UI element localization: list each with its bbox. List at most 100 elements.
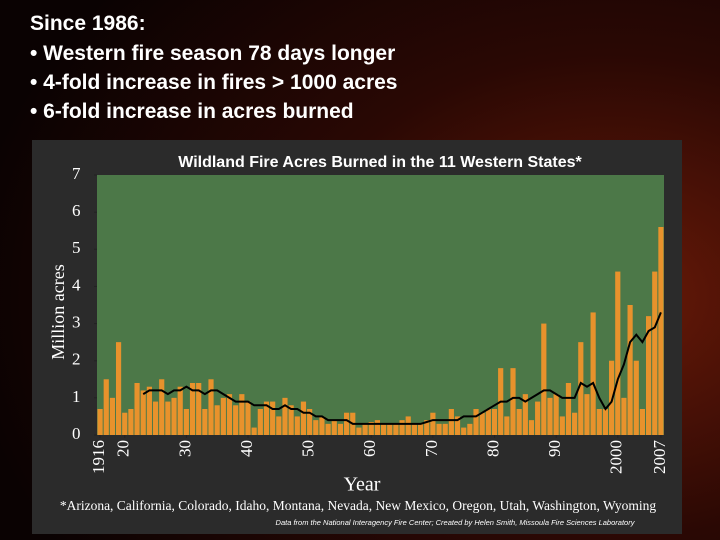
x-tick-label: 50 xyxy=(299,440,318,457)
bar xyxy=(442,423,448,435)
bar xyxy=(590,312,596,435)
bar xyxy=(214,405,220,435)
bar xyxy=(633,360,639,435)
bar xyxy=(294,416,300,435)
bar xyxy=(491,409,498,435)
bar xyxy=(128,409,134,435)
bar xyxy=(578,342,584,435)
x-tick-label: 80 xyxy=(483,440,502,457)
bar xyxy=(245,401,251,435)
bar xyxy=(448,409,454,435)
y-tick-label: 1 xyxy=(72,387,81,406)
bar xyxy=(134,383,140,435)
bar xyxy=(541,323,547,435)
bar xyxy=(220,397,226,435)
bar xyxy=(504,416,510,435)
bar xyxy=(596,409,602,435)
y-tick-label: 7 xyxy=(72,164,81,183)
bar xyxy=(380,423,387,435)
bar xyxy=(331,420,337,435)
slide-line: • Western fire season 78 days longer xyxy=(30,42,395,65)
bar xyxy=(152,401,159,435)
credit: Data from the National Interagency Fire … xyxy=(276,518,636,527)
bar xyxy=(239,394,245,435)
x-tick-label: 70 xyxy=(422,440,441,457)
bar xyxy=(646,316,652,435)
y-tick-label: 2 xyxy=(72,350,81,369)
bar xyxy=(393,423,399,435)
y-tick-label: 6 xyxy=(72,201,81,220)
bar xyxy=(436,423,442,435)
bar xyxy=(584,394,590,435)
bar xyxy=(226,394,233,435)
bar xyxy=(417,423,424,435)
bar xyxy=(159,379,165,435)
bar xyxy=(510,368,516,435)
bar xyxy=(547,397,553,435)
bar xyxy=(362,423,368,435)
chart-title: Wildland Fire Acres Burned in the 11 Wes… xyxy=(178,154,582,171)
bar xyxy=(399,420,405,435)
bar xyxy=(621,397,627,435)
y-tick-label: 0 xyxy=(72,424,81,443)
bar xyxy=(337,423,344,435)
bar xyxy=(572,412,578,435)
bar xyxy=(103,379,109,435)
bar xyxy=(177,386,183,435)
bar xyxy=(233,405,239,435)
bar xyxy=(171,397,177,435)
bar xyxy=(454,416,461,435)
bar xyxy=(424,420,430,435)
bar xyxy=(189,383,196,435)
bar xyxy=(122,412,128,435)
bar xyxy=(183,409,189,435)
slide-line: Since 1986: xyxy=(30,12,146,35)
trend-line xyxy=(142,312,662,425)
bar xyxy=(97,409,103,435)
y-tick-label: 4 xyxy=(72,275,81,294)
bar xyxy=(208,379,214,435)
bar xyxy=(251,427,257,435)
slide-line: • 6-fold increase in acres burned xyxy=(30,100,354,123)
bar xyxy=(553,394,559,435)
bar xyxy=(528,420,535,435)
bar xyxy=(140,390,146,435)
bar xyxy=(356,427,362,435)
bar xyxy=(368,422,374,435)
bar xyxy=(307,409,313,435)
bar xyxy=(473,409,479,435)
bar xyxy=(405,416,411,435)
bar xyxy=(479,412,485,435)
x-tick-label: 90 xyxy=(545,440,564,457)
slide-line: • 4-fold increase in fires > 1000 acres xyxy=(30,71,397,94)
bar xyxy=(522,394,528,435)
x-tick-label: 30 xyxy=(175,440,194,457)
bar xyxy=(430,412,436,435)
bar xyxy=(652,271,658,435)
bar xyxy=(325,423,331,435)
bar xyxy=(535,401,541,435)
bar xyxy=(658,227,664,435)
bar xyxy=(313,420,319,435)
footnote: *Arizona, California, Colorado, Idaho, M… xyxy=(60,498,657,513)
x-axis-label: Year xyxy=(344,474,381,496)
bar xyxy=(276,416,282,435)
bar xyxy=(288,405,294,435)
bar xyxy=(344,412,350,435)
x-tick-label: 40 xyxy=(237,440,256,457)
y-tick-label: 5 xyxy=(72,238,81,257)
bar xyxy=(202,409,208,435)
x-tick-label: 2007 xyxy=(650,440,669,475)
bar xyxy=(115,342,122,435)
bar xyxy=(411,423,417,435)
bar xyxy=(627,305,633,435)
bar xyxy=(270,401,276,435)
bar xyxy=(516,409,522,435)
bar xyxy=(196,383,202,435)
bar xyxy=(559,416,565,435)
x-tick-label: 2000 xyxy=(607,440,626,474)
x-tick-label: 60 xyxy=(360,440,379,457)
bar xyxy=(282,397,288,435)
bar xyxy=(565,383,572,435)
